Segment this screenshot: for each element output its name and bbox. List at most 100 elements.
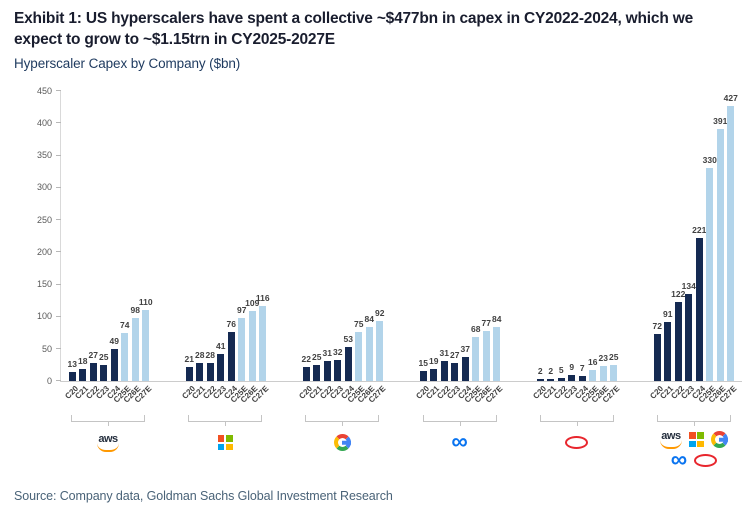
group-bracket bbox=[305, 414, 380, 426]
bar-value-label: 122 bbox=[671, 289, 686, 300]
bar-google-c24 bbox=[344, 346, 352, 381]
microsoft-logo-icon bbox=[217, 435, 233, 451]
bar-aws-c23 bbox=[100, 364, 108, 381]
bar-meta-c21 bbox=[430, 368, 438, 381]
bar-value-label: 7 bbox=[579, 363, 585, 374]
bar-microsoft-c23 bbox=[217, 354, 225, 381]
google-logo-icon bbox=[710, 431, 728, 449]
bar-total-c22 bbox=[674, 302, 682, 381]
bar-cell: 32 C23 bbox=[328, 91, 345, 400]
bar-value-label: 28 bbox=[205, 349, 215, 360]
microsoft-logo-square bbox=[217, 443, 225, 451]
bar-meta-c23 bbox=[451, 363, 459, 381]
microsoft-logo-square bbox=[688, 432, 696, 439]
bar-google-c21 bbox=[313, 364, 321, 381]
bar-value-label: 391 bbox=[713, 115, 728, 126]
bar-value-label: 28 bbox=[195, 349, 205, 360]
bar-cell: 2 C21 bbox=[541, 91, 558, 400]
bar-aws-c20 bbox=[68, 372, 76, 381]
bar-meta-c26e bbox=[482, 331, 490, 381]
bar-total-c20 bbox=[653, 334, 661, 381]
bar-microsoft-c25e bbox=[238, 318, 246, 381]
y-axis-tick-label: 50 bbox=[41, 343, 52, 354]
oracle-logo-icon bbox=[565, 436, 589, 450]
bar-group-google: 22 C20 25 C21 31 C22 32 C23 53 C24 75 C25E 84 C26E 92 C… bbox=[297, 91, 387, 405]
bar-value-label: 16 bbox=[588, 357, 598, 368]
y-axis-tick-label: 450 bbox=[36, 85, 52, 96]
bar-cell: 53 C24 bbox=[339, 91, 356, 401]
meta-logo-icon: ∞ bbox=[451, 428, 468, 455]
bar-value-label: 77 bbox=[481, 318, 491, 329]
bar-value-label: 97 bbox=[237, 305, 247, 316]
bar-cell: 75 C25E bbox=[346, 91, 367, 404]
bar-microsoft-c22 bbox=[206, 362, 214, 381]
bar-value-label: 49 bbox=[109, 336, 119, 347]
bar-cell: 122 C22 bbox=[669, 91, 686, 400]
bar-value-label: 134 bbox=[681, 281, 696, 292]
y-axis-tick-label: 250 bbox=[36, 214, 52, 225]
bar-value-label: 22 bbox=[301, 353, 311, 364]
bar-cell: 41 C23 bbox=[211, 91, 228, 400]
bar-oracle-c20 bbox=[536, 379, 544, 381]
bar-cell: 16 C25E bbox=[580, 91, 601, 404]
company-group-oracle bbox=[535, 414, 619, 469]
bar-microsoft-c20 bbox=[185, 367, 193, 381]
group-bracket bbox=[422, 414, 497, 426]
company-logos: ∞ bbox=[418, 428, 502, 455]
bar-value-label: 23 bbox=[598, 352, 608, 363]
bar-cell: 84 C26E bbox=[356, 91, 377, 405]
bar-value-label: 110 bbox=[138, 296, 153, 307]
bar-cell: 221 C24 bbox=[690, 91, 707, 400]
aws-logo-icon: aws bbox=[97, 433, 119, 452]
y-axis-tick-mark bbox=[56, 315, 61, 317]
bar-cell: 84 C27E bbox=[484, 91, 505, 405]
bar-value-label: 2 bbox=[548, 366, 554, 377]
bar-value-label: 72 bbox=[652, 321, 662, 332]
bar-cell: 68 C25E bbox=[463, 91, 484, 404]
y-axis-tick-label: 0 bbox=[46, 375, 52, 386]
bar-google-c26e bbox=[365, 326, 373, 381]
bar-value-label: 19 bbox=[429, 355, 439, 366]
bar-oracle-c24 bbox=[578, 376, 586, 381]
bar-cell: 31 C22 bbox=[435, 91, 452, 401]
y-axis-tick-label: 350 bbox=[36, 150, 52, 161]
microsoft-logo-square bbox=[225, 443, 233, 451]
bar-cell: 27 C23 bbox=[445, 91, 462, 400]
bar-cell: 98 C26E bbox=[122, 91, 143, 405]
oracle-logo-icon bbox=[694, 453, 718, 467]
bar-aws-c22 bbox=[89, 363, 97, 381]
bar-cell: 23 C26E bbox=[590, 91, 611, 404]
bar-cell: 25 C21 bbox=[307, 91, 324, 401]
bar-value-label: 76 bbox=[226, 318, 236, 329]
bar-aws-c27e bbox=[142, 309, 150, 381]
bar-value-label: 84 bbox=[364, 313, 374, 324]
y-axis-tick-mark bbox=[56, 186, 61, 188]
bar-value-label: 116 bbox=[255, 293, 270, 303]
plot-area: 0 50 100 150 200 250 300 350 400 450 13 C20 18 C21 27 C… bbox=[37, 86, 742, 405]
microsoft-logo-icon bbox=[688, 432, 704, 448]
bar-group-total: 72 C20 91 C21 122 C22 134 C23 221 C24 330 C25E 391 C2… bbox=[648, 91, 738, 405]
bar-total-c23 bbox=[685, 294, 693, 381]
bar-value-label: 37 bbox=[460, 343, 470, 354]
bar-cell: 13 C20 bbox=[63, 91, 80, 400]
microsoft-logo-square bbox=[688, 440, 696, 448]
bar-cell: 28 C22 bbox=[201, 91, 218, 401]
bar-value-label: 92 bbox=[375, 308, 385, 319]
bar-value-label: 91 bbox=[663, 309, 673, 320]
bar-cell: 109 C26E bbox=[239, 91, 260, 405]
bar-cell: 76 C24 bbox=[222, 91, 239, 401]
company-logos bbox=[535, 431, 619, 455]
company-logos: aws bbox=[66, 431, 150, 455]
bar-value-label: 13 bbox=[67, 359, 77, 370]
exhibit-title: Exhibit 1: US hyperscalers have spent a … bbox=[14, 10, 693, 49]
bar-oracle-c21 bbox=[547, 379, 555, 381]
company-group-meta: ∞ bbox=[418, 414, 502, 469]
bar-value-label: 9 bbox=[569, 361, 575, 372]
bar-google-c25e bbox=[355, 332, 363, 381]
company-group-microsoft bbox=[183, 414, 267, 469]
page: Exhibit 1: US hyperscalers have spent a … bbox=[0, 0, 744, 503]
y-axis-tick-mark bbox=[56, 283, 61, 285]
bar-value-label: 15 bbox=[418, 358, 428, 369]
microsoft-logo-square bbox=[697, 432, 704, 439]
bar-aws-c21 bbox=[79, 369, 87, 381]
